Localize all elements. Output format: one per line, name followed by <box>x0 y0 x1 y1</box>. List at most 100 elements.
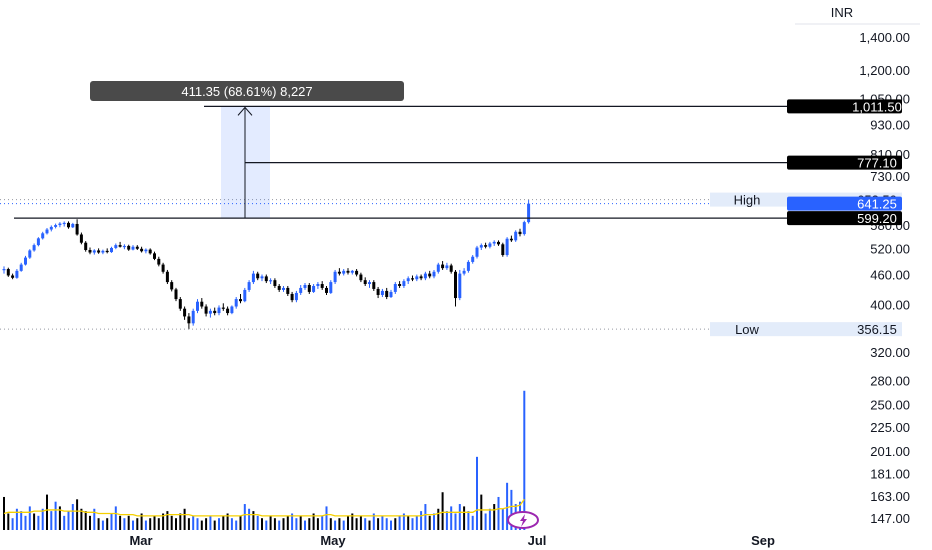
candle <box>157 256 161 267</box>
volume-bar <box>325 506 328 530</box>
lightning-icon[interactable] <box>507 511 539 529</box>
volume-bar <box>235 520 238 530</box>
price-tick-label: 1,200.00 <box>859 63 910 78</box>
candle <box>2 266 6 274</box>
volume-ma-line <box>3 498 525 517</box>
drawing-layer[interactable]: 411.35 (68.61%) 8,227 <box>0 81 790 330</box>
candle <box>239 293 242 304</box>
candlestick-series <box>2 199 531 330</box>
volume-bar <box>454 513 457 530</box>
candle <box>441 261 445 270</box>
candle-body <box>518 231 522 235</box>
candle-body <box>501 244 505 256</box>
price-tick-label: 520.00 <box>870 241 910 256</box>
volume-bar <box>170 515 173 530</box>
candle <box>428 270 432 279</box>
candle-body <box>475 247 479 257</box>
price-tick-label: 730.00 <box>870 169 910 184</box>
candle-body <box>41 233 45 239</box>
candle <box>88 247 92 255</box>
candle-body <box>277 285 281 290</box>
price-axis[interactable]: INR1,400.001,200.001,050.00930.00810.007… <box>795 5 920 526</box>
candle-body <box>346 270 350 273</box>
volume-bar <box>394 518 397 530</box>
candle <box>277 284 281 292</box>
candle-body <box>239 299 242 302</box>
candle <box>28 249 32 259</box>
volume-bar <box>84 511 87 530</box>
candle-body <box>118 245 122 247</box>
candle-body <box>286 287 290 294</box>
volume-bar <box>93 508 96 530</box>
candle <box>436 262 440 274</box>
price-tick-label: 1,400.00 <box>859 30 910 45</box>
candle-body <box>208 310 212 314</box>
price-tag-bg <box>787 99 902 114</box>
candle <box>320 281 324 290</box>
candle <box>247 280 251 292</box>
candle <box>41 231 45 240</box>
volume-bar <box>329 518 332 530</box>
candle <box>24 255 27 266</box>
currency-label[interactable]: INR <box>831 5 853 20</box>
volume-bar <box>179 513 182 530</box>
time-axis[interactable]: Mar May Jul Sep <box>129 533 775 548</box>
volume-bar <box>347 515 349 530</box>
candle-body <box>174 289 178 300</box>
candle <box>475 245 479 259</box>
candle <box>411 275 414 282</box>
candle-body <box>509 238 513 241</box>
volume-bar <box>411 518 414 530</box>
candle <box>183 306 187 320</box>
candle <box>153 251 156 261</box>
volume-bar <box>15 508 18 530</box>
volume-bar <box>312 513 315 530</box>
candle-body <box>97 250 101 253</box>
candle <box>337 268 341 276</box>
candle <box>208 308 212 318</box>
candle <box>471 255 475 264</box>
price-tag: 599.20 <box>787 211 902 226</box>
volume-bar <box>510 489 513 530</box>
candle <box>329 280 333 294</box>
candle-body <box>32 245 36 251</box>
candle <box>114 243 118 250</box>
volume-bar <box>218 518 220 530</box>
candle <box>522 220 526 236</box>
volume-bar <box>7 513 10 530</box>
volume-bar <box>162 513 165 530</box>
candle <box>6 267 10 277</box>
volume-bar <box>286 515 289 530</box>
volume-bar <box>37 515 40 530</box>
volume-pane <box>3 390 526 530</box>
candle-body <box>144 249 148 252</box>
candle-body <box>84 242 88 251</box>
candle <box>368 280 371 288</box>
volume-bar <box>243 504 246 530</box>
candle <box>454 269 457 307</box>
volume-bar <box>196 518 199 530</box>
volume-bar <box>222 515 225 530</box>
candle <box>501 242 505 257</box>
volume-bar <box>415 515 418 530</box>
candle-body <box>497 241 500 245</box>
candle-body <box>411 278 414 280</box>
candle <box>264 274 268 284</box>
candle <box>479 243 483 251</box>
candle <box>101 249 105 255</box>
candle <box>269 278 273 285</box>
candle-body <box>385 290 389 298</box>
volume-bar <box>424 504 427 530</box>
volume-bar <box>226 513 229 530</box>
candle-body <box>290 293 294 301</box>
candle-body <box>256 273 260 279</box>
volume-bar <box>342 520 345 530</box>
volume-bar <box>252 511 255 530</box>
volume-bar <box>256 515 259 530</box>
volume-bar <box>407 515 410 530</box>
volume-bar <box>471 515 474 530</box>
candle-body <box>247 282 251 290</box>
price-tick-label: 181.00 <box>870 467 910 482</box>
measure-arrowhead <box>237 106 253 116</box>
